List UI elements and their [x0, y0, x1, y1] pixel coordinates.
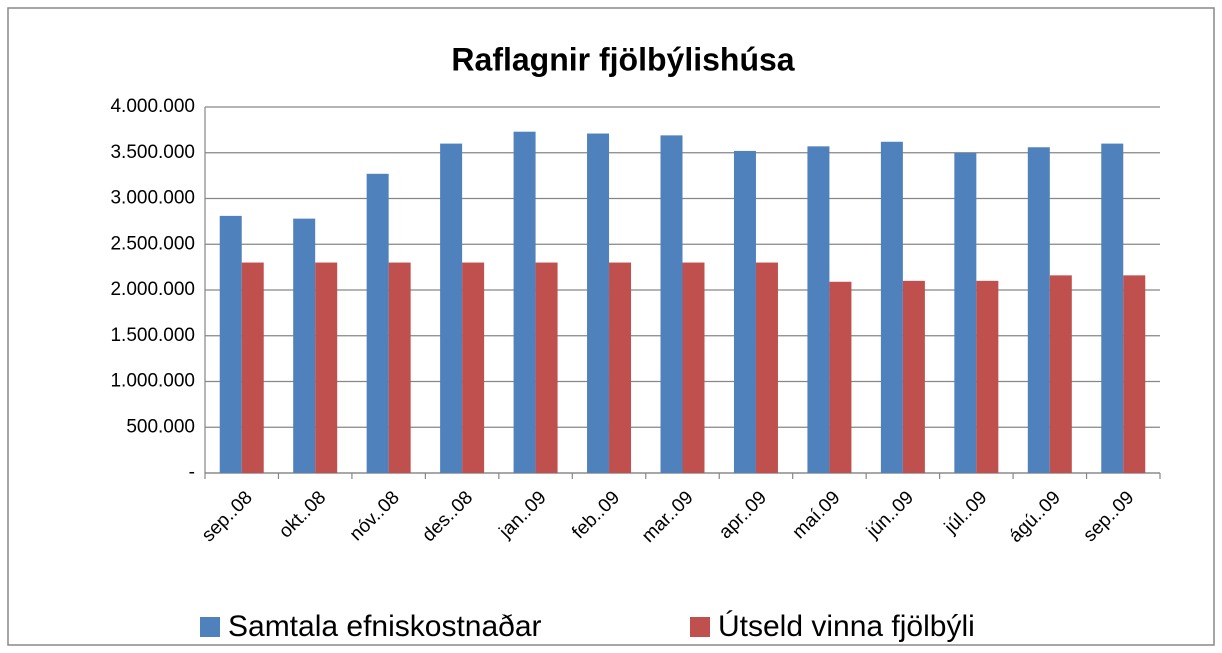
bar [241, 262, 264, 473]
bar [660, 135, 683, 474]
bar [902, 280, 925, 473]
legend-label: Samtala efniskostnaðar [228, 610, 542, 643]
bar [609, 262, 632, 473]
bar [315, 262, 338, 473]
y-tick-label: 3.500.000 [110, 142, 195, 163]
y-tick-label: 2.500.000 [110, 233, 195, 254]
bar [587, 133, 610, 473]
bar [733, 150, 756, 474]
bar [880, 141, 903, 473]
bar [513, 131, 536, 473]
bar [219, 215, 242, 473]
bar [293, 218, 316, 473]
bar [829, 281, 852, 473]
y-tick-label: 2.000.000 [110, 279, 195, 300]
bar [755, 262, 778, 473]
y-tick-label: 1.500.000 [110, 325, 195, 346]
chart-title: Raflagnir fjölbýlishúsa [451, 41, 794, 77]
y-tick-label: - [189, 462, 195, 483]
bar [807, 146, 830, 473]
y-tick-label: 3.000.000 [110, 188, 195, 209]
bar [462, 262, 485, 473]
bar [1123, 275, 1146, 473]
bar [366, 173, 389, 474]
bar [954, 152, 977, 473]
bar [682, 262, 705, 473]
y-tick-label: 4.000.000 [110, 96, 195, 117]
legend-label: Útseld vinna fjölbýli [718, 610, 975, 643]
bar [1049, 275, 1072, 473]
y-tick-label: 500.000 [126, 416, 195, 437]
bar [440, 143, 463, 473]
bar [1101, 143, 1124, 473]
legend-swatch [200, 617, 220, 637]
bar [976, 280, 999, 473]
y-tick-label: 1.000.000 [110, 371, 195, 392]
bar [388, 262, 411, 473]
legend-swatch [690, 617, 710, 637]
bar [1027, 147, 1050, 473]
bar [535, 262, 558, 473]
